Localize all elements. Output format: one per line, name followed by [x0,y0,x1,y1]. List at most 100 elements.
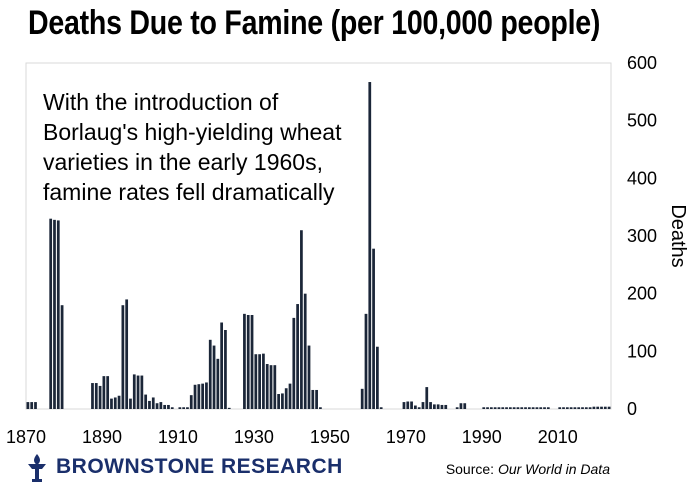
bar [432,404,436,409]
bar [250,315,254,409]
bar [284,388,288,409]
bar [182,407,186,409]
bar [91,383,94,409]
torch-icon [28,454,46,482]
bar [296,304,299,409]
bar [482,407,486,409]
y-tick-label: 300 [627,226,657,246]
bar [535,407,539,409]
bar [531,407,535,409]
bar [425,387,429,409]
bar [113,397,117,409]
x-tick-label: 1930 [234,427,274,447]
bar [98,385,102,409]
bar [117,395,121,409]
bar [254,354,258,409]
y-tick-label: 600 [627,53,657,73]
bar [546,407,550,409]
bar [607,406,611,409]
brand-name: BROWNSTONE RESEARCH [56,455,343,478]
bar [493,407,497,409]
brand-logo: BROWNSTONE RESEARCH [24,450,343,484]
bar [220,322,224,409]
bar [558,407,562,409]
bar [524,407,527,409]
bar [60,305,64,409]
bar [197,384,201,409]
bar [125,299,129,409]
bar [281,393,284,409]
x-tick-label: 1890 [82,427,122,447]
bar [106,376,110,409]
bar [163,404,167,409]
bar [269,365,273,409]
bar [170,407,174,409]
bar [216,358,220,409]
bar [56,220,60,409]
bar [596,406,600,409]
bar [436,404,440,409]
annotation-line: famine rates fell dramatically [43,179,335,205]
bar [212,345,216,409]
bar [155,403,159,409]
bar [376,346,379,409]
bar [414,405,417,409]
y-tick-label: 400 [627,168,657,188]
bar [368,82,372,409]
bar [26,402,30,409]
bar [208,339,212,409]
bar [292,317,296,409]
source-note: Source: Our World in Data [446,461,610,477]
bar [512,407,516,409]
bar [497,407,501,409]
y-axis: 0 100 200 300 400 500 600 [627,53,657,419]
bar [486,407,489,409]
x-tick-label: 1910 [158,427,198,447]
bar [110,398,113,409]
annotation-line: varieties in the early 1960s, [43,149,323,175]
source-prefix: Source: [445,461,498,477]
bar [440,404,444,409]
bar [288,383,292,409]
bar [562,407,565,409]
bar [402,402,406,409]
bar [140,375,144,409]
bar [516,407,520,409]
annotation-line: With the introduction of [43,89,279,115]
bar [588,407,592,409]
x-tick-label: 1950 [310,427,350,447]
bar [102,376,106,409]
bar [489,407,493,409]
bar [592,406,596,409]
bar [265,364,269,409]
bar [132,374,136,409]
bar [151,397,155,409]
bar [159,402,163,409]
plot-frame [25,62,612,410]
bar [459,403,463,409]
annotation-line: Borlaug's high-yielding wheat [43,119,342,145]
bar [243,313,246,409]
bar [410,401,413,409]
x-tick-label: 1870 [6,427,46,447]
bar [193,384,197,409]
x-tick-label: 1990 [462,427,502,447]
bar [520,407,524,409]
bar [577,407,581,409]
bar [600,406,603,409]
bar [201,383,205,409]
bar [584,407,588,409]
bar [539,407,543,409]
bar [167,404,170,409]
bar [273,365,277,409]
bar [189,395,193,409]
bar [406,401,410,409]
bar [144,394,148,409]
bar [364,313,368,409]
bar [186,407,189,409]
bar [129,398,132,409]
bar [444,404,448,409]
bar [307,345,311,409]
